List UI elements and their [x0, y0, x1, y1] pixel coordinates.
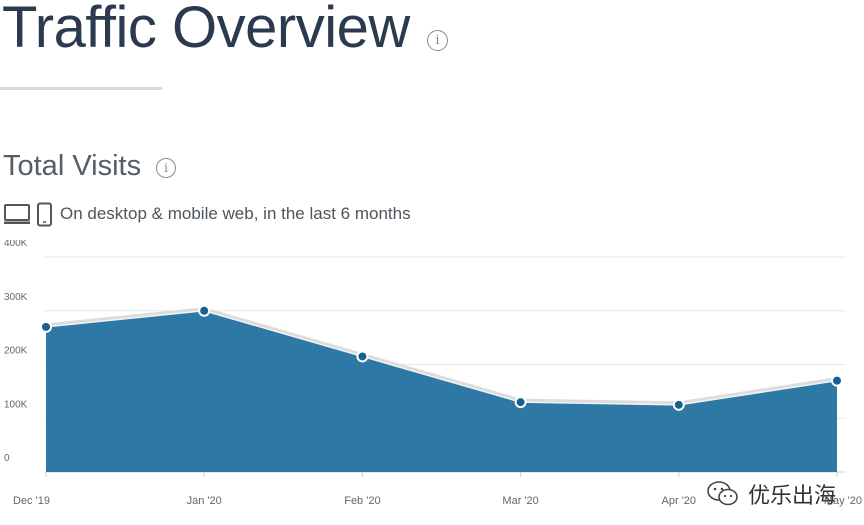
data-point — [514, 396, 527, 409]
y-tick-label: 300K — [4, 292, 28, 303]
series-line-shadow — [45, 307, 838, 405]
info-icon[interactable]: i — [427, 30, 448, 51]
watermark: 优乐出海 — [706, 478, 836, 510]
x-tick-label: Mar '20 — [502, 495, 538, 507]
total-visits-chart: 0 100K 200K 300K 400K Dec '19 Jan '20 Feb '20 Ma… — [4, 240, 862, 507]
title-divider — [0, 87, 162, 90]
x-tick-label: Feb '20 — [344, 495, 380, 507]
data-point — [831, 374, 843, 387]
data-point — [356, 350, 369, 363]
desktop-icon — [4, 204, 30, 224]
data-point — [672, 398, 685, 411]
wechat-icon — [707, 481, 738, 506]
mobile-icon — [37, 202, 52, 227]
watermark-text: 优乐出海 — [748, 484, 837, 509]
y-tick-label: 200K — [4, 346, 28, 357]
info-icon[interactable]: i — [156, 158, 176, 178]
x-tick-label: Jan '20 — [187, 495, 222, 507]
series-line — [45, 309, 838, 406]
y-tick-label: 400K — [4, 240, 28, 249]
x-tick-label: Apr '20 — [662, 495, 697, 507]
y-tick-label: 0 — [4, 453, 10, 464]
page-title: Traffic Overview — [2, 0, 410, 60]
x-tick-label: Dec '19 — [13, 495, 50, 507]
y-tick-label: 100K — [4, 399, 28, 410]
x-tick-label: May '20 — [824, 495, 862, 507]
chart-subtitle: On desktop & mobile web, in the last 6 m… — [60, 204, 411, 223]
section-title: Total Visits — [3, 150, 142, 182]
data-point — [198, 304, 211, 317]
data-point — [40, 320, 52, 333]
device-icons — [3, 202, 55, 228]
series-area — [46, 310, 837, 472]
